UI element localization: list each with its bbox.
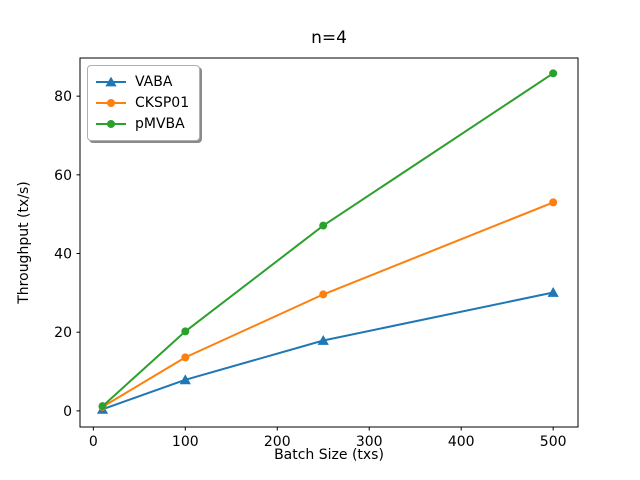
chart-title: n=4 bbox=[311, 28, 347, 48]
y-tick-label: 60 bbox=[54, 168, 72, 184]
series-marker-cksp01 bbox=[181, 353, 190, 362]
series-marker-cksp01 bbox=[549, 198, 558, 207]
x-tick-label: 500 bbox=[540, 434, 567, 450]
x-tick-label: 300 bbox=[356, 434, 383, 450]
y-tick-label: 80 bbox=[54, 89, 72, 105]
series-marker-vaba bbox=[547, 287, 559, 297]
y-tick-label: 0 bbox=[63, 404, 72, 420]
series-marker-vaba bbox=[317, 335, 329, 345]
series-marker-pmvba bbox=[181, 327, 190, 336]
series-marker-cksp01 bbox=[319, 290, 328, 299]
series-marker-vaba bbox=[179, 374, 191, 385]
legend-sample-cksp01-icon bbox=[96, 99, 126, 107]
legend-label: CKSP01 bbox=[135, 95, 190, 111]
legend-item-vaba: VABA bbox=[95, 72, 189, 92]
legend-sample-vaba-icon bbox=[96, 76, 126, 87]
series-line-cksp01 bbox=[101, 201, 554, 408]
legend: VABA CKSP01 pMVBA bbox=[87, 65, 201, 141]
x-tick-label: 400 bbox=[448, 434, 475, 450]
plot-area bbox=[79, 57, 579, 428]
series-marker-pmvba bbox=[98, 402, 107, 411]
y-axis-label: Throughput (tx/s) bbox=[16, 181, 32, 304]
legend-label: VABA bbox=[135, 74, 173, 90]
series-line-pmvba bbox=[101, 72, 554, 407]
x-tick-label: 100 bbox=[172, 434, 199, 450]
y-tick-label: 40 bbox=[54, 247, 72, 263]
y-tick-label: 20 bbox=[54, 325, 72, 341]
legend-sample-pmvba-icon bbox=[96, 120, 126, 128]
series-marker-pmvba bbox=[319, 221, 328, 230]
legend-item-pmvba: pMVBA bbox=[95, 114, 189, 134]
series-marker-pmvba bbox=[549, 69, 558, 78]
x-axis-label: Batch Size (txs) bbox=[274, 447, 384, 463]
legend-item-cksp01: CKSP01 bbox=[95, 93, 189, 113]
x-tick-label: 0 bbox=[89, 434, 98, 450]
series-line-vaba bbox=[102, 291, 554, 411]
x-tick-label: 200 bbox=[264, 434, 291, 450]
legend-label: pMVBA bbox=[135, 116, 185, 132]
